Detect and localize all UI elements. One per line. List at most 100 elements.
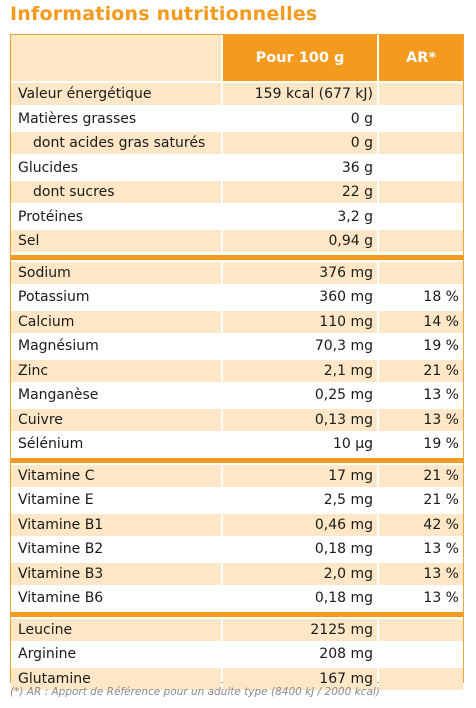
nutrient-value: 360 mg bbox=[319, 289, 373, 305]
table-row: Vitamine B2 0,18 mg 13 % bbox=[11, 538, 463, 560]
nutrient-ar bbox=[379, 668, 463, 690]
nutrient-ar: 13 % bbox=[423, 590, 459, 606]
nutrient-value: 0,18 mg bbox=[314, 590, 373, 606]
nutrition-table: Pour 100 g AR* Valeur énergétique 159 kca… bbox=[10, 34, 464, 690]
nutrient-value: 0,18 mg bbox=[314, 541, 373, 557]
nutrient-ar: 18 % bbox=[423, 289, 459, 305]
nutrient-ar: 13 % bbox=[379, 563, 463, 585]
nutrient-value: 0,25 mg bbox=[314, 387, 373, 403]
nutrient-ar: 19 % bbox=[423, 436, 459, 452]
nutrient-name: Vitamine B3 bbox=[11, 563, 221, 585]
nutrient-value: 208 mg bbox=[319, 646, 373, 662]
nutrient-ar bbox=[379, 262, 463, 284]
table-row: Sel 0,94 g bbox=[11, 230, 463, 252]
table-row: Vitamine B3 2,0 mg 13 % bbox=[11, 563, 463, 585]
nutrient-value: 0 g bbox=[223, 132, 377, 154]
nutrient-ar: 21 % bbox=[379, 360, 463, 382]
nutrient-name: dont sucres bbox=[11, 181, 221, 203]
table-row: Arginine 208 mg bbox=[11, 643, 463, 665]
nutrient-ar: 13 % bbox=[379, 409, 463, 431]
nutrient-value: 159 kcal (677 kJ) bbox=[223, 83, 377, 105]
nutrient-name: Valeur énergétique bbox=[11, 83, 221, 105]
section-separator bbox=[11, 612, 463, 617]
nutrient-ar: 19 % bbox=[423, 338, 459, 354]
nutrient-name: Cuivre bbox=[11, 409, 221, 431]
nutrient-value: 2,1 mg bbox=[223, 360, 377, 382]
table-row: Calcium 110 mg 14 % bbox=[11, 311, 463, 333]
nutrient-value: 3,2 g bbox=[337, 209, 373, 225]
header-per-100g: Pour 100 g bbox=[223, 35, 377, 81]
nutrient-name: Sodium bbox=[11, 262, 221, 284]
nutrient-name: Vitamine B6 bbox=[18, 590, 104, 606]
nutrient-name: Magnésium bbox=[18, 338, 99, 354]
table-row: Vitamine E 2,5 mg 21 % bbox=[11, 489, 463, 511]
nutrient-name: Potassium bbox=[18, 289, 90, 305]
nutrient-value: 376 mg bbox=[223, 262, 377, 284]
nutrient-value: 22 g bbox=[223, 181, 377, 203]
nutrient-value: 2125 mg bbox=[223, 619, 377, 641]
table-row: Glucides 36 g bbox=[11, 157, 463, 179]
footnote: (*) AR : Apport de Référence pour un adu… bbox=[10, 686, 380, 698]
nutrient-ar bbox=[379, 132, 463, 154]
table-row: Sélénium 10 µg 19 % bbox=[11, 433, 463, 455]
table-row: Leucine 2125 mg bbox=[11, 619, 463, 641]
table-row: Zinc 2,1 mg 21 % bbox=[11, 360, 463, 382]
nutrient-name: Glutamine bbox=[11, 668, 221, 690]
table-row: Manganèse 0,25 mg 13 % bbox=[11, 384, 463, 406]
nutrient-value: 2,0 mg bbox=[223, 563, 377, 585]
nutrient-value: 0 g bbox=[350, 111, 373, 127]
nutrient-value: 0,13 mg bbox=[223, 409, 377, 431]
page-title: Informations nutritionnelles bbox=[10, 3, 318, 25]
table-row: dont acides gras saturés 0 g bbox=[11, 132, 463, 154]
nutrient-value: 110 mg bbox=[223, 311, 377, 333]
nutrient-name: Leucine bbox=[11, 619, 221, 641]
nutrient-name: Sel bbox=[11, 230, 221, 252]
table-row: Magnésium 70,3 mg 19 % bbox=[11, 335, 463, 357]
nutrient-name: dont acides gras saturés bbox=[11, 132, 221, 154]
nutrient-ar bbox=[379, 181, 463, 203]
nutrient-ar bbox=[379, 157, 463, 179]
table-row: Vitamine B6 0,18 mg 13 % bbox=[11, 587, 463, 609]
nutrient-ar bbox=[379, 619, 463, 641]
nutrient-name: Protéines bbox=[18, 209, 83, 225]
nutrient-ar: 14 % bbox=[379, 311, 463, 333]
nutrient-value: 167 mg bbox=[223, 668, 377, 690]
table-row: Matières grasses 0 g bbox=[11, 108, 463, 130]
nutrient-name: Vitamine E bbox=[18, 492, 94, 508]
nutrient-ar: 13 % bbox=[423, 541, 459, 557]
nutrient-value: 10 µg bbox=[332, 436, 373, 452]
nutrient-value: 2,5 mg bbox=[323, 492, 373, 508]
header-ar: AR* bbox=[379, 35, 463, 81]
nutrient-ar bbox=[379, 230, 463, 252]
section-separator bbox=[11, 458, 463, 463]
nutrient-value: 70,3 mg bbox=[314, 338, 373, 354]
nutrient-name: Calcium bbox=[11, 311, 221, 333]
nutrient-name: Vitamine B2 bbox=[18, 541, 104, 557]
nutrient-ar: 21 % bbox=[423, 492, 459, 508]
nutrient-name: Manganèse bbox=[18, 387, 99, 403]
table-row: Vitamine B1 0,46 mg 42 % bbox=[11, 514, 463, 536]
table-row: Vitamine C 17 mg 21 % bbox=[11, 465, 463, 487]
table-row: Glutamine 167 mg bbox=[11, 668, 463, 690]
section-separator bbox=[11, 255, 463, 260]
nutrient-ar bbox=[379, 206, 463, 228]
nutrient-ar: 21 % bbox=[379, 465, 463, 487]
nutrient-name: Sélénium bbox=[18, 436, 84, 452]
table-row: Sodium 376 mg bbox=[11, 262, 463, 284]
nutrient-name: Vitamine B1 bbox=[11, 514, 221, 536]
nutrient-ar bbox=[379, 108, 463, 130]
nutrient-value: 0,94 g bbox=[223, 230, 377, 252]
nutrient-name: Glucides bbox=[18, 160, 78, 176]
nutrient-ar: 13 % bbox=[423, 387, 459, 403]
nutrient-name: Matières grasses bbox=[18, 111, 137, 127]
table-row: Potassium 360 mg 18 % bbox=[11, 286, 463, 308]
nutrient-ar: 42 % bbox=[379, 514, 463, 536]
nutrient-name: Zinc bbox=[11, 360, 221, 382]
nutrient-value: 17 mg bbox=[223, 465, 377, 487]
nutrient-ar bbox=[379, 83, 463, 105]
nutrient-ar bbox=[379, 643, 463, 665]
table-row: Protéines 3,2 g bbox=[11, 206, 463, 228]
table-row: dont sucres 22 g bbox=[11, 181, 463, 203]
nutrient-value: 0,46 mg bbox=[223, 514, 377, 536]
nutrient-name: Arginine bbox=[18, 646, 77, 662]
